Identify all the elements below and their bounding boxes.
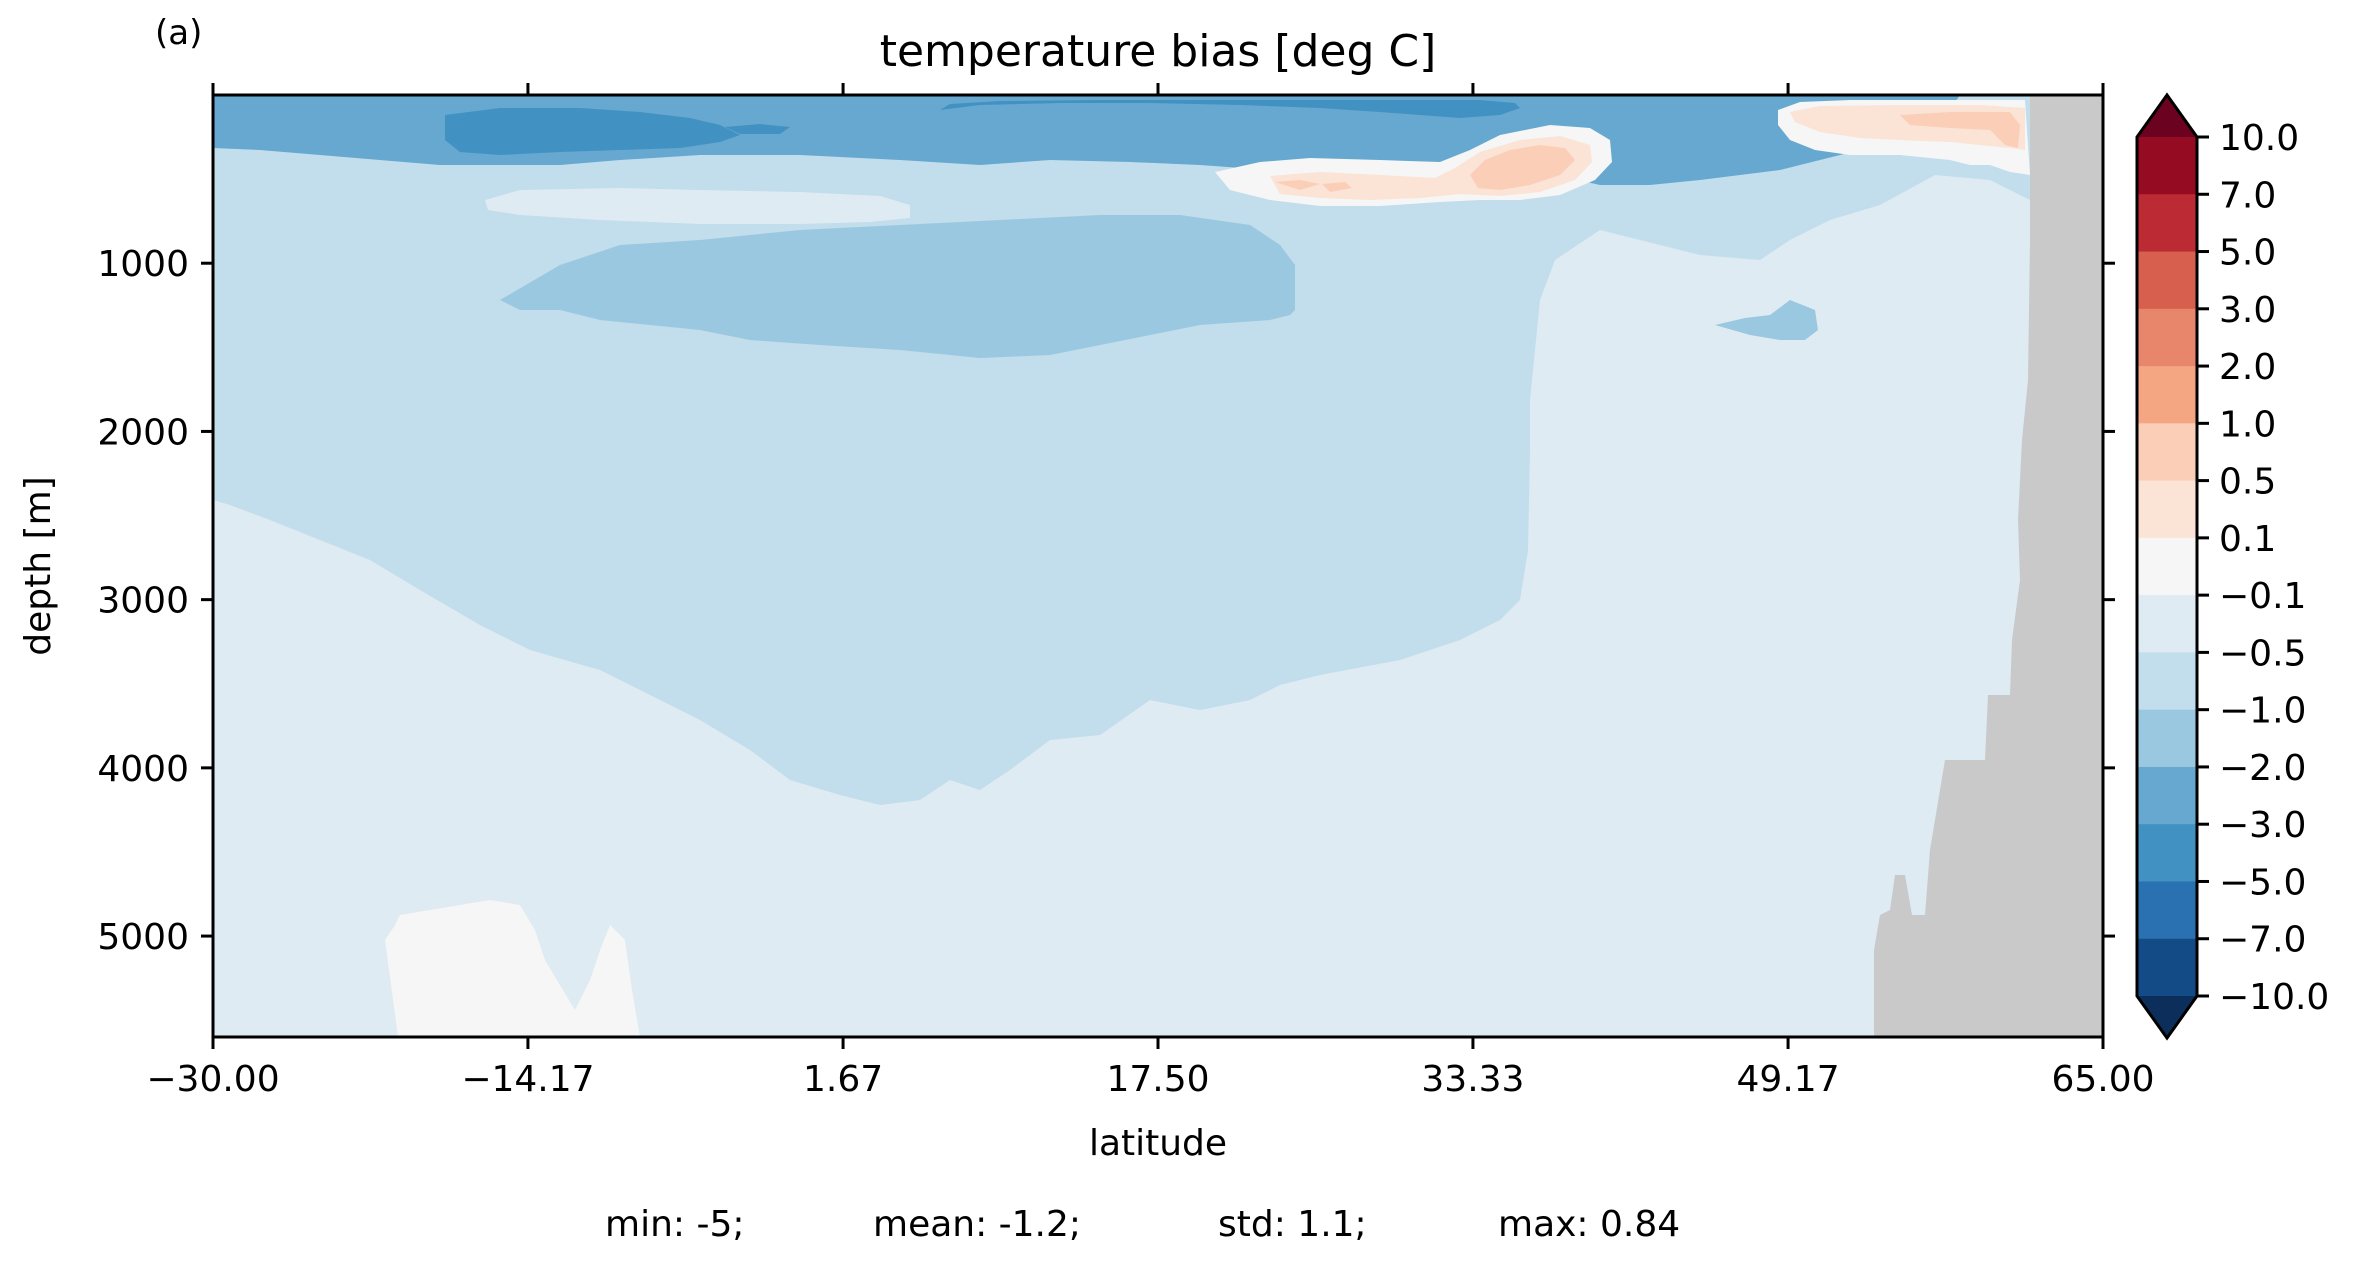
y-axis: 1000 2000 3000 4000 5000 xyxy=(97,244,2115,958)
chart-title: temperature bias [deg C] xyxy=(880,26,1437,77)
colorbar-bin xyxy=(2137,251,2197,310)
x-axis-label: latitude xyxy=(1089,1123,1227,1164)
colorbar-bin xyxy=(2137,824,2197,883)
x-tick-label: 17.50 xyxy=(1106,1059,1209,1100)
colorbar-tick-label: 7.0 xyxy=(2219,175,2276,216)
region-surface-minimum-small xyxy=(725,124,790,134)
colorbar-bin xyxy=(2137,308,2197,367)
x-tick-label: 49.17 xyxy=(1737,1059,1840,1100)
colorbar-bin xyxy=(2137,537,2197,596)
colorbar-extend-max xyxy=(2137,95,2197,137)
x-tick-label: 33.33 xyxy=(1421,1059,1524,1100)
colorbar-tick-label: 5.0 xyxy=(2219,233,2276,274)
stat-std: std: 1.1; xyxy=(1218,1204,1367,1245)
colorbar-extend-min xyxy=(2137,996,2197,1038)
colorbar-tick-label: −1.0 xyxy=(2219,691,2306,732)
region-deep-near-zero xyxy=(385,900,640,1037)
y-axis-label: depth [m] xyxy=(18,476,59,655)
region-land-mask xyxy=(1874,95,2103,1037)
colorbar-tick-label: −3.0 xyxy=(2219,805,2306,846)
y-tick-label: 3000 xyxy=(97,581,189,622)
x-tick-label: −30.00 xyxy=(146,1059,279,1100)
colorbar-bin xyxy=(2137,423,2197,482)
colorbar-bin xyxy=(2137,652,2197,711)
colorbar-tick-label: −0.5 xyxy=(2219,633,2306,674)
y-tick-label: 2000 xyxy=(97,412,189,453)
x-axis: −30.00 −14.17 1.67 17.50 33.33 49.17 65.00 xyxy=(146,83,2155,1100)
colorbar-tick-label: −0.1 xyxy=(2219,576,2306,617)
colorbar: 10.0 7.0 5.0 3.0 2.0 1.0 0.5 0.1 −0.1 −0.5 −1.0 −2.… xyxy=(2135,92,2329,1041)
colorbar-tick-label: −2.0 xyxy=(2219,748,2306,789)
panel-label: (a) xyxy=(155,13,202,53)
region-light-streak xyxy=(485,188,910,224)
region-subsurface-warm-core xyxy=(1470,145,1575,190)
stats-line: min: -5; mean: -1.2; std: 1.1; max: 0.84 xyxy=(605,1204,1680,1245)
colorbar-bin xyxy=(2137,709,2197,768)
plot-area xyxy=(213,95,2103,1037)
colorbar-bin xyxy=(2137,938,2197,997)
colorbar-tick-label: 3.0 xyxy=(2219,290,2276,331)
colorbar-tick-label: 1.0 xyxy=(2219,404,2276,445)
y-tick-label: 1000 xyxy=(97,244,189,285)
region-surface-minimum-west xyxy=(445,108,740,155)
region-surface-minimum-mid xyxy=(940,100,1520,118)
colorbar-bin xyxy=(2137,480,2197,539)
x-tick-label: −14.17 xyxy=(461,1059,594,1100)
stat-mean: mean: -1.2; xyxy=(873,1204,1081,1245)
colorbar-bin xyxy=(2137,137,2197,195)
region-high-latitude-warm-core xyxy=(1900,112,2020,148)
colorbar-bin xyxy=(2137,366,2197,424)
colorbar-tick-label: 2.0 xyxy=(2219,347,2276,388)
y-tick-label: 5000 xyxy=(97,917,189,958)
y-tick-label: 4000 xyxy=(97,749,189,790)
x-tick-label: 1.67 xyxy=(803,1059,883,1100)
colorbar-bin xyxy=(2137,595,2197,653)
region-right-blob xyxy=(1715,300,1818,340)
colorbar-bin xyxy=(2137,766,2197,825)
colorbar-bin xyxy=(2137,881,2197,940)
colorbar-tick-label: 0.5 xyxy=(2219,462,2276,503)
colorbar-tick-label: −10.0 xyxy=(2219,977,2329,1018)
stat-max: max: 0.84 xyxy=(1498,1204,1680,1245)
colorbar-tick-label: 0.1 xyxy=(2219,519,2276,560)
region-subsurface-warm-dots xyxy=(1275,180,1352,192)
colorbar-tick-label: 10.0 xyxy=(2219,118,2299,159)
region-mid-depth-core xyxy=(500,215,1295,358)
colorbar-tick-label: −5.0 xyxy=(2219,862,2306,903)
x-tick-label: 65.00 xyxy=(2051,1059,2154,1100)
colorbar-tick-label: −7.0 xyxy=(2219,920,2306,961)
colorbar-bin xyxy=(2137,194,2197,253)
stat-min: min: -5; xyxy=(605,1204,744,1245)
